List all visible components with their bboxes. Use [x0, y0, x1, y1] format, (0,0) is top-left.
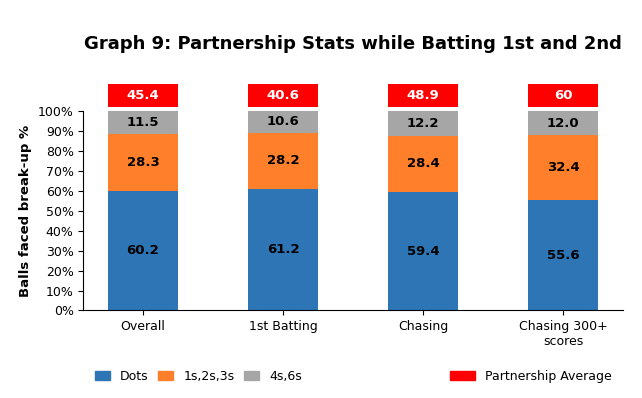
- Y-axis label: Balls faced break-up %: Balls faced break-up %: [19, 125, 32, 297]
- Text: 40.6: 40.6: [266, 89, 300, 102]
- Text: 61.2: 61.2: [267, 243, 299, 256]
- Text: 55.6: 55.6: [547, 249, 580, 261]
- Text: 28.2: 28.2: [267, 154, 299, 167]
- Text: 28.4: 28.4: [407, 158, 440, 170]
- FancyBboxPatch shape: [108, 84, 178, 107]
- Bar: [248, 133, 318, 189]
- Text: 32.4: 32.4: [547, 161, 580, 174]
- Bar: [528, 135, 598, 200]
- FancyBboxPatch shape: [528, 84, 598, 107]
- Text: 45.4: 45.4: [126, 89, 159, 102]
- Bar: [108, 134, 178, 191]
- Legend: Partnership Average: Partnership Average: [445, 365, 616, 388]
- Text: 11.5: 11.5: [126, 116, 159, 129]
- Text: 12.0: 12.0: [547, 117, 580, 130]
- Text: 28.3: 28.3: [126, 156, 159, 169]
- Bar: [388, 192, 458, 310]
- Bar: [248, 111, 318, 133]
- Text: 60.2: 60.2: [126, 244, 159, 257]
- Bar: [108, 111, 178, 134]
- Text: 12.2: 12.2: [407, 117, 439, 130]
- Text: 10.6: 10.6: [266, 115, 299, 129]
- Bar: [388, 136, 458, 192]
- Text: 59.4: 59.4: [407, 245, 439, 258]
- FancyBboxPatch shape: [388, 84, 458, 107]
- Bar: [528, 200, 598, 310]
- Bar: [108, 191, 178, 310]
- FancyBboxPatch shape: [248, 84, 318, 107]
- Text: 48.9: 48.9: [407, 89, 440, 102]
- Bar: [388, 111, 458, 136]
- Text: 60: 60: [554, 89, 573, 102]
- Bar: [248, 189, 318, 310]
- Bar: [528, 111, 598, 135]
- Title: Graph 9: Partnership Stats while Batting 1st and 2nd: Graph 9: Partnership Stats while Batting…: [84, 35, 622, 53]
